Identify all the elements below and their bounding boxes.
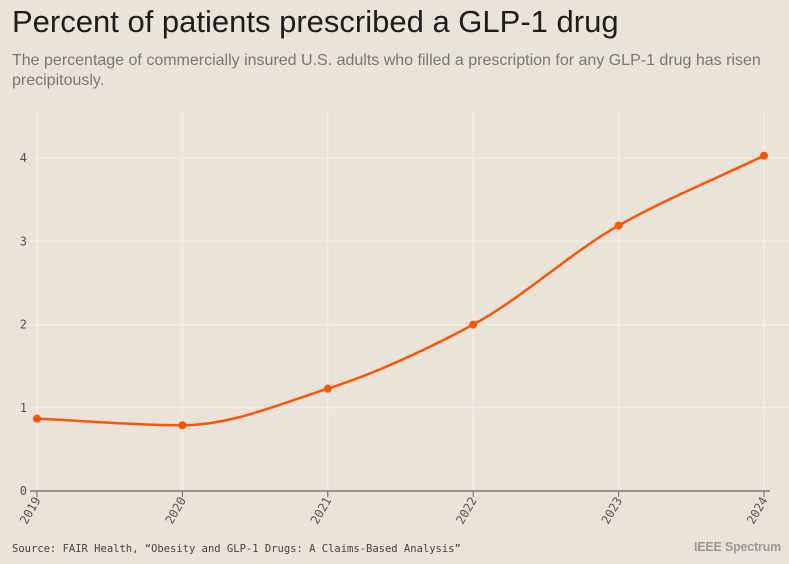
data-point-2022 [469, 320, 478, 329]
data-point-2021 [323, 384, 332, 393]
series-layer [36, 154, 765, 427]
x-tick-label: 2022 [453, 495, 480, 527]
y-tick-label: 3 [20, 234, 27, 248]
y-tick-label: 4 [20, 151, 27, 165]
x-tick-label: 2019 [17, 495, 44, 527]
data-points [33, 151, 768, 430]
data-point-2019 [33, 414, 41, 423]
data-point-2024 [760, 151, 768, 160]
x-tick-label: 2021 [308, 495, 335, 527]
y-tick-label: 2 [20, 318, 27, 332]
grid-lines [30, 112, 789, 491]
x-tick-label: 2023 [599, 495, 626, 527]
data-point-2023 [614, 221, 623, 230]
series-line [36, 154, 765, 427]
y-axis-ticks: 0 1 2 3 4 [20, 151, 27, 498]
x-axis-ticks: 2019 2020 2021 2022 2023 2024 [17, 495, 771, 527]
y-tick-label: 1 [20, 401, 27, 415]
brand-logo: IEEE Spectrum [693, 540, 781, 554]
source-note: Source: FAIR Health, “Obesity and GLP-1 … [12, 543, 461, 555]
y-tick-label: 0 [20, 484, 27, 498]
chart-title: Percent of patients prescribed a GLP-1 d… [12, 4, 619, 39]
x-tick-label: 2024 [744, 495, 771, 527]
data-point-2020 [178, 421, 187, 430]
x-axis [30, 490, 770, 497]
x-tick-label: 2020 [162, 495, 189, 527]
chart-subtitle: The percentage of commercially insured U… [12, 52, 761, 89]
